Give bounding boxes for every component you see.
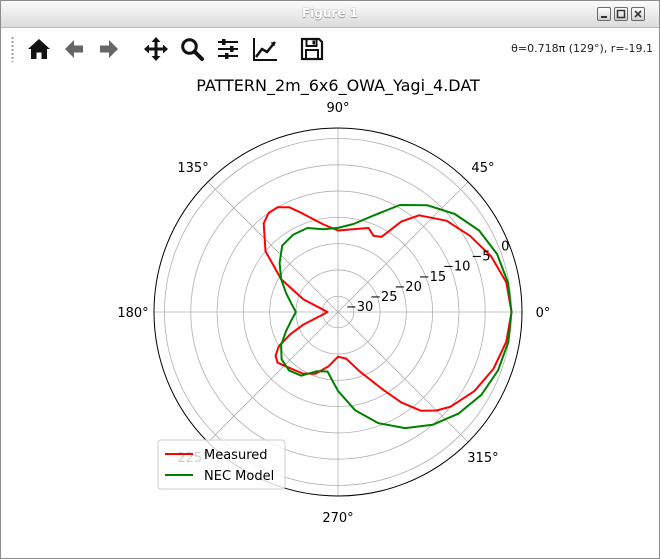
series-line-nec-model: [278, 204, 513, 430]
window-title: Figure 1: [301, 6, 359, 20]
arrow-right-icon: [100, 40, 118, 58]
series-line-measured: [262, 206, 513, 412]
close-button[interactable]: [631, 7, 645, 21]
back-button[interactable]: [61, 36, 87, 62]
edit-axis-button[interactable]: [252, 36, 278, 62]
polar-plot[interactable]: PATTERN_2m_6x6_OWA_Yagi_4.DAT 0° 45° 90° 13…: [1, 69, 659, 551]
theta-grid-line: [207, 181, 339, 313]
r-tick-label: −5: [471, 250, 490, 265]
legend-frame: [157, 439, 286, 490]
r-tick-label: −15: [419, 270, 446, 285]
configure-subplots-button[interactable]: [215, 36, 241, 62]
line-chart-icon: [253, 38, 277, 61]
minimize-button[interactable]: [597, 7, 611, 21]
theta-tick-label: 180°: [117, 306, 148, 321]
theta-grid-line: [337, 311, 469, 443]
r-tick-label: −30: [346, 300, 373, 315]
legend[interactable]: Measured NEC Model: [157, 439, 286, 490]
theta-tick-label: 270°: [322, 511, 353, 526]
toolbar-grip[interactable]: [11, 36, 14, 62]
move-icon: [144, 37, 168, 61]
theta-grid-line: [207, 311, 339, 443]
r-tick-label: 0: [501, 240, 509, 255]
theta-tick-label: 45°: [471, 161, 494, 176]
minimize-icon: [601, 16, 607, 18]
legend-label: NEC Model: [204, 469, 274, 484]
chart-title: PATTERN_2m_6x6_OWA_Yagi_4.DAT: [196, 76, 480, 96]
pan-button[interactable]: [143, 36, 169, 62]
arrow-left-icon: [65, 40, 83, 58]
floppy-disk-icon: [300, 37, 324, 61]
theta-tick-label: 315°: [467, 451, 498, 466]
home-icon: [28, 39, 50, 59]
r-tick-label: −20: [394, 280, 421, 295]
theta-tick-label: 90°: [326, 101, 349, 116]
navigation-toolbar: θ=0.718π (129°), r=-19.1: [1, 28, 659, 68]
theta-tick-label: 135°: [177, 161, 208, 176]
save-button[interactable]: [299, 36, 325, 62]
forward-button[interactable]: [96, 36, 122, 62]
cursor-coordinates: θ=0.718π (129°), r=-19.1: [511, 42, 653, 55]
legend-label: Measured: [204, 448, 268, 463]
r-tick-label: −25: [370, 290, 397, 305]
title-bar[interactable]: Figure 1: [1, 1, 659, 28]
sliders-icon: [218, 39, 238, 59]
home-button[interactable]: [26, 36, 52, 62]
maximize-icon: [616, 9, 626, 19]
r-tick-label: −10: [443, 260, 470, 275]
close-icon: [634, 10, 642, 18]
figure-canvas[interactable]: PATTERN_2m_6x6_OWA_Yagi_4.DAT 0° 45° 90° 13…: [1, 69, 659, 551]
zoom-button[interactable]: [179, 36, 205, 62]
theta-tick-label: 0°: [536, 306, 551, 321]
plot-series: [262, 204, 513, 430]
magnifier-icon: [181, 38, 204, 61]
maximize-button[interactable]: [614, 7, 628, 21]
polar-frame: [153, 127, 523, 497]
theta-grid-line: [337, 181, 469, 313]
